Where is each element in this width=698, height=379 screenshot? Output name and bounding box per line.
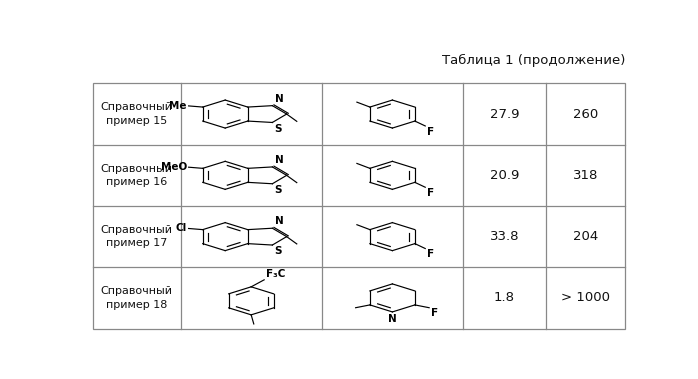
Text: F: F	[427, 127, 434, 136]
Text: > 1000: > 1000	[561, 291, 610, 304]
Text: Справочный
пример 16: Справочный пример 16	[101, 164, 172, 187]
Text: N: N	[274, 216, 283, 227]
Text: 27.9: 27.9	[489, 108, 519, 121]
Text: 1.8: 1.8	[493, 291, 515, 304]
Text: F₃C: F₃C	[266, 269, 285, 279]
Text: S: S	[274, 246, 281, 256]
Text: Таблица 1 (продолжение): Таблица 1 (продолжение)	[442, 54, 625, 67]
Text: F: F	[427, 249, 434, 259]
Text: N: N	[388, 314, 396, 324]
Text: N: N	[274, 155, 283, 165]
Text: 20.9: 20.9	[489, 169, 519, 182]
Bar	[93, 83, 625, 329]
Text: F: F	[427, 188, 434, 198]
Text: F: F	[431, 308, 438, 318]
Text: S: S	[274, 124, 281, 134]
Text: Me: Me	[170, 101, 187, 111]
Text: S: S	[274, 185, 281, 195]
Text: 204: 204	[573, 230, 598, 243]
Text: Справочный
пример 15: Справочный пример 15	[101, 102, 172, 126]
Text: 318: 318	[573, 169, 598, 182]
Text: 33.8: 33.8	[489, 230, 519, 243]
Text: MeO: MeO	[161, 162, 187, 172]
Text: Справочный
пример 17: Справочный пример 17	[101, 225, 172, 248]
Text: Cl: Cl	[176, 224, 187, 233]
Text: N: N	[274, 94, 283, 104]
Text: 260: 260	[573, 108, 598, 121]
Text: Справочный
пример 18: Справочный пример 18	[101, 286, 172, 310]
